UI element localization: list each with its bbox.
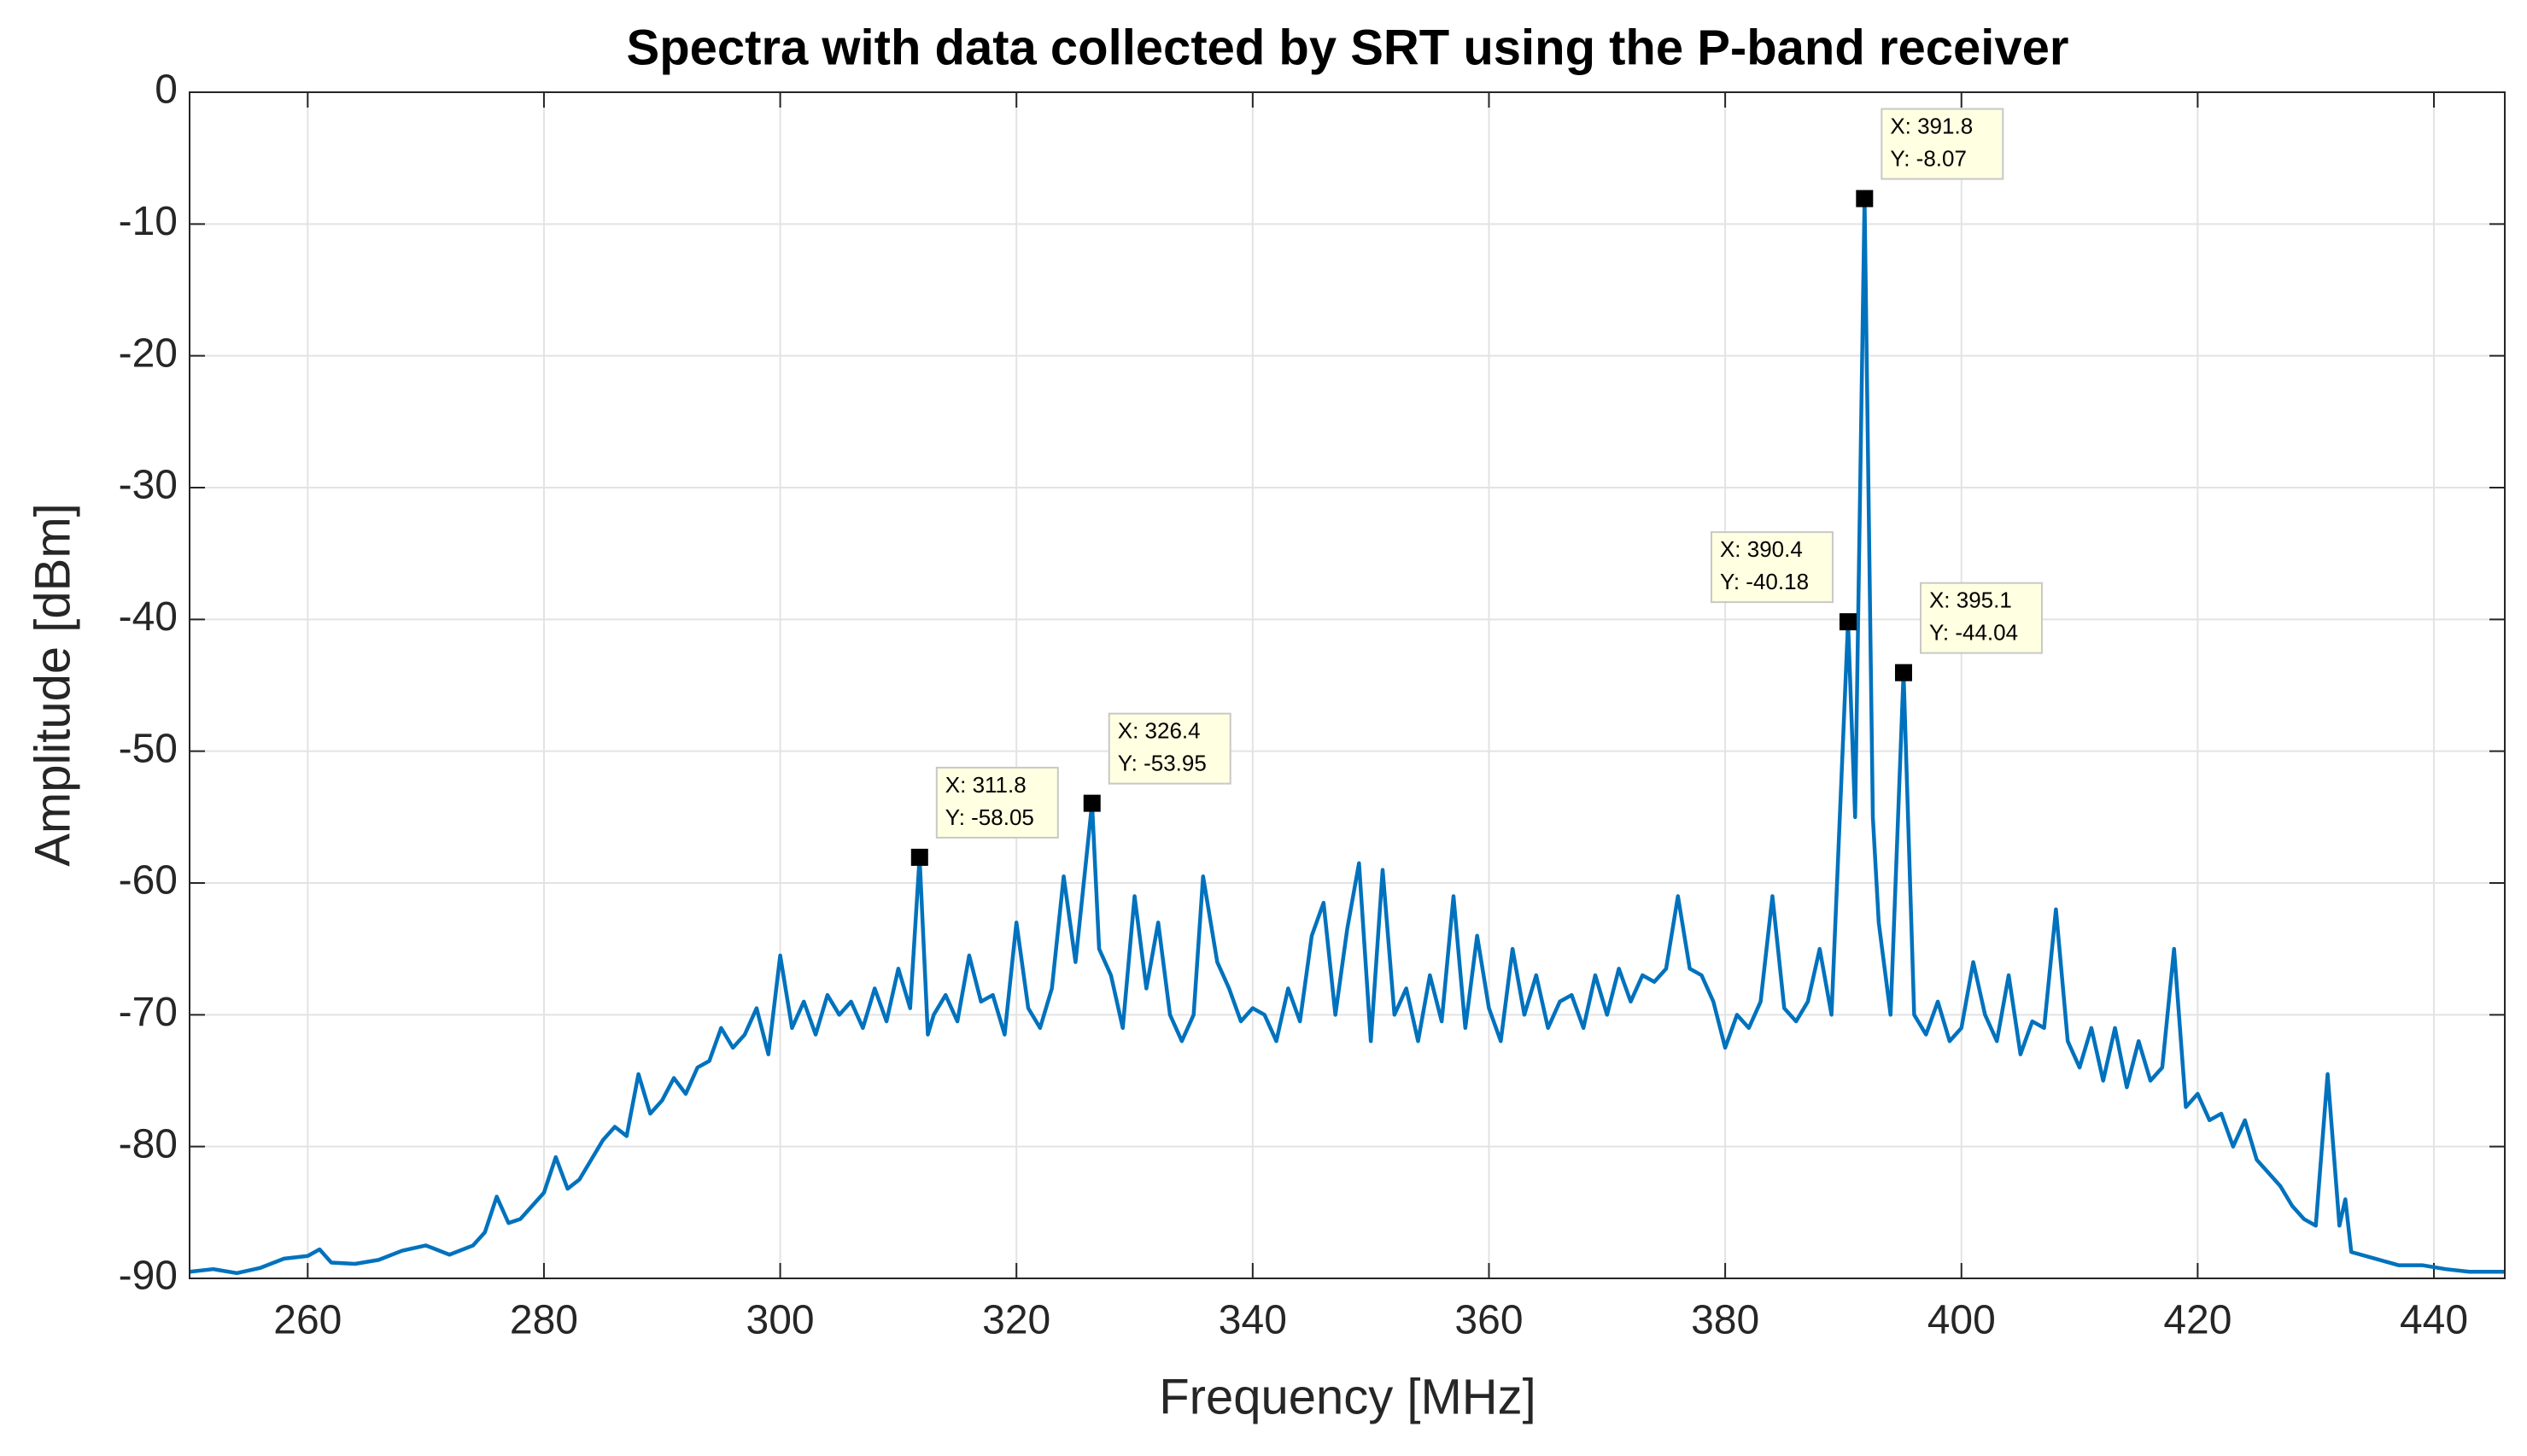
datatip-text: X: 391.8 xyxy=(1890,113,1973,138)
x-tick-label: 300 xyxy=(746,1298,815,1343)
datatip-text: Y: -44.04 xyxy=(1929,620,2018,646)
y-tick-label: -40 xyxy=(119,594,178,640)
datatip-text: X: 390.4 xyxy=(1720,536,1803,562)
x-tick-label: 320 xyxy=(982,1298,1050,1343)
datatip-text: Y: -8.07 xyxy=(1890,145,1967,171)
datatip-marker xyxy=(910,848,928,866)
datatip-box xyxy=(1919,582,2043,654)
datatip-box xyxy=(1108,712,1231,785)
y-tick-label: -60 xyxy=(119,858,178,903)
datatip-marker xyxy=(1894,664,1912,681)
plot-frame xyxy=(189,91,2506,1279)
y-tick-label: -30 xyxy=(119,463,178,508)
y-tick-label: -70 xyxy=(119,990,178,1035)
y-axis-label: Amplitude [dBm] xyxy=(25,503,80,867)
chart-title: Spectra with data collected by SRT using… xyxy=(627,20,2069,75)
datatip-marker xyxy=(1839,613,1857,631)
datatip-marker xyxy=(1083,794,1101,812)
x-tick-label: 380 xyxy=(1691,1298,1759,1343)
datatip-text: X: 326.4 xyxy=(1118,718,1201,744)
datatip-text: Y: -58.05 xyxy=(945,804,1034,830)
x-tick-label: 340 xyxy=(1219,1298,1287,1343)
datatip-text: Y: -40.18 xyxy=(1720,569,1809,594)
datatip-text: X: 311.8 xyxy=(945,772,1027,798)
datatip-text: Y: -53.95 xyxy=(1118,751,1207,776)
x-tick-label: 260 xyxy=(273,1298,342,1343)
datatip-text: X: 395.1 xyxy=(1929,588,2012,613)
plot-area xyxy=(190,92,2505,1278)
y-tick-label: 0 xyxy=(155,67,178,113)
datatip-box xyxy=(935,766,1059,839)
x-tick-label: 280 xyxy=(510,1298,578,1343)
x-tick-label: 420 xyxy=(2163,1298,2232,1343)
y-tick-label: -90 xyxy=(119,1254,178,1299)
x-axis-label: Frequency [MHz] xyxy=(1159,1369,1536,1424)
y-tick-label: -20 xyxy=(119,330,178,376)
x-tick-label: 440 xyxy=(2400,1298,2468,1343)
datatip-box xyxy=(1881,108,2004,180)
datatip-marker xyxy=(1856,190,1874,208)
x-tick-label: 400 xyxy=(1927,1298,1996,1343)
x-tick-label: 360 xyxy=(1454,1298,1523,1343)
y-tick-label: -80 xyxy=(119,1121,178,1167)
spectrum-line xyxy=(189,196,2505,1276)
datatip-box xyxy=(1710,531,1834,604)
y-tick-label: -50 xyxy=(119,726,178,771)
y-tick-label: -10 xyxy=(119,199,178,244)
